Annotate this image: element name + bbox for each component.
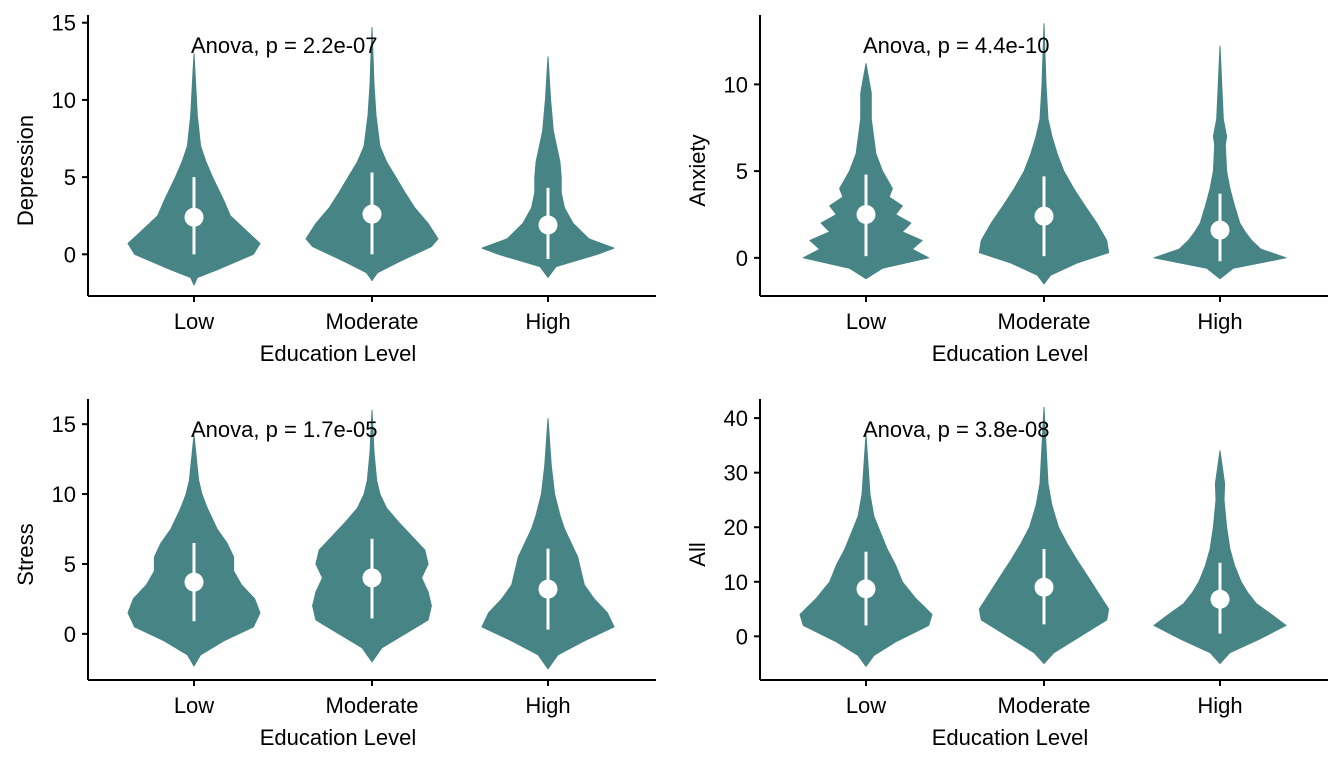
y-tick-label: 15	[52, 412, 76, 437]
y-tick-label: 10	[52, 482, 76, 507]
x-tick-label-high: High	[1197, 309, 1242, 334]
panel-top-left: 0 5 10 15 Low Moderate High Education Level Depr…	[13, 11, 656, 366]
violin-low	[127, 53, 261, 286]
y-tick-label: 0	[64, 242, 76, 267]
mean-point-moderate	[1034, 577, 1054, 597]
anova-annotation: Anova, p = 4.4e-10	[863, 33, 1050, 58]
x-axis-title: Education Level	[260, 341, 417, 366]
mean-point-high	[538, 579, 558, 599]
y-tick-label: 30	[724, 461, 748, 486]
mean-point-low	[856, 204, 876, 224]
anova-annotation: Anova, p = 3.8e-08	[863, 417, 1050, 442]
x-tick-label-moderate: Moderate	[326, 693, 419, 718]
mean-point-moderate	[1034, 206, 1054, 226]
y-axis-title: Stress	[13, 523, 38, 585]
x-axis-title: Education Level	[260, 725, 417, 750]
anova-annotation: Anova, p = 1.7e-05	[191, 417, 378, 442]
violin-high	[1153, 450, 1287, 665]
y-tick-label: 0	[736, 624, 748, 649]
y-axis-title: All	[685, 542, 710, 566]
mean-point-moderate	[362, 568, 382, 588]
x-tick-label-moderate: Moderate	[326, 309, 419, 334]
violin-moderate	[978, 406, 1110, 665]
anova-annotation: Anova, p = 2.2e-07	[191, 33, 378, 58]
y-tick-label: 10	[52, 88, 76, 113]
panel-bottom-right: 0 10 20 30 40 Low Moderate High Education Level A…	[685, 399, 1328, 750]
panel-bottom-left: 0 5 10 15 Low Moderate High Education Level Stre…	[13, 399, 656, 750]
y-axis-title: Depression	[13, 115, 38, 226]
y-tick-label: 0	[64, 622, 76, 647]
violin-moderate	[978, 23, 1110, 285]
y-tick-label: 5	[64, 552, 76, 577]
violin-high	[1153, 45, 1287, 280]
x-tick-label-low: Low	[846, 309, 886, 334]
x-tick-label-low: Low	[174, 693, 214, 718]
y-tick-label: 10	[724, 72, 748, 97]
mean-point-low	[856, 579, 876, 599]
x-tick-label-high: High	[525, 309, 570, 334]
mean-point-high	[538, 215, 558, 235]
violin-high	[481, 56, 615, 278]
x-tick-label-moderate: Moderate	[998, 309, 1091, 334]
mean-point-high	[1210, 220, 1230, 240]
y-tick-label: 40	[724, 406, 748, 431]
x-axis-title: Education Level	[932, 725, 1089, 750]
violin-low	[799, 434, 933, 667]
mean-point-moderate	[362, 204, 382, 224]
x-tick-label-high: High	[525, 693, 570, 718]
y-tick-label: 15	[52, 11, 76, 36]
violin-high	[481, 418, 615, 670]
mean-point-low	[184, 572, 204, 592]
mean-point-low	[184, 207, 204, 227]
y-axis-title: Anxiety	[685, 134, 710, 206]
x-tick-label-high: High	[1197, 693, 1242, 718]
x-tick-label-moderate: Moderate	[998, 693, 1091, 718]
mean-point-high	[1210, 589, 1230, 609]
panel-top-right: 0 5 10 Low Moderate High Education Level Anxiet…	[685, 15, 1328, 366]
violin-low	[802, 63, 930, 280]
y-tick-label: 20	[724, 515, 748, 540]
y-tick-label: 5	[736, 159, 748, 184]
y-tick-label: 10	[724, 570, 748, 595]
y-tick-label: 5	[64, 165, 76, 190]
x-tick-label-low: Low	[174, 309, 214, 334]
violin-moderate	[312, 409, 432, 663]
y-tick-label: 0	[736, 246, 748, 271]
x-tick-label-low: Low	[846, 693, 886, 718]
violin-moderate	[305, 26, 439, 282]
x-axis-title: Education Level	[932, 341, 1089, 366]
